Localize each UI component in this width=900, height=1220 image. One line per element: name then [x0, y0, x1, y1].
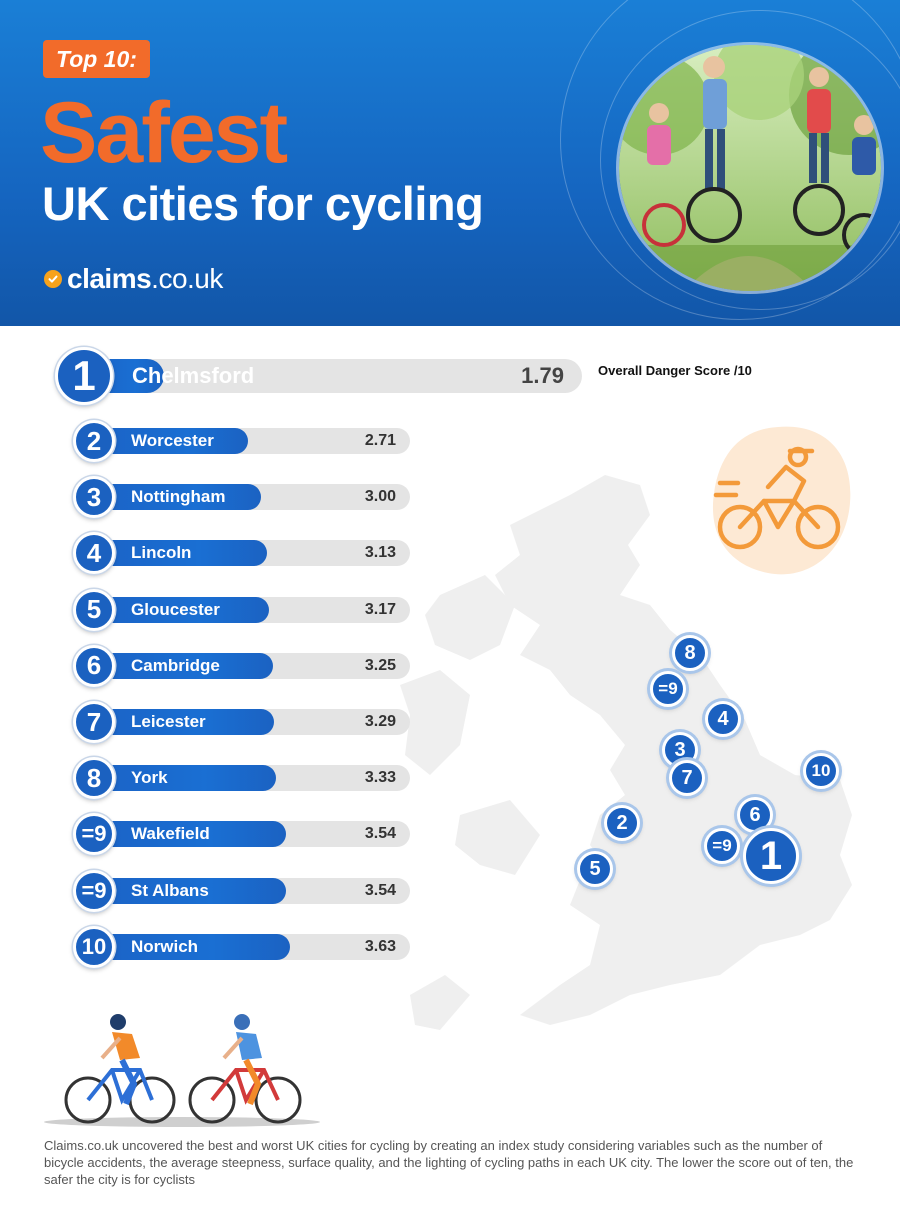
bar-fill: [98, 709, 275, 735]
ranking-row: 2 Worcester 2.71: [0, 420, 620, 462]
bar-fill: [98, 877, 286, 904]
methodology-footnote: Claims.co.uk uncovered the best and wors…: [44, 1138, 854, 1187]
ranking-row: =9 Wakefield 3.54: [0, 813, 620, 856]
score-value: 3.33: [364, 769, 396, 787]
score-value: 3.17: [364, 600, 396, 618]
rank-badge: 4: [73, 532, 115, 575]
ranking-row: 1 Chelmsford 1.79: [0, 347, 620, 405]
bar-fill: [98, 540, 268, 567]
page-title: Safest: [40, 85, 288, 181]
rank-badge: 3: [73, 476, 115, 519]
ranking-row: =9 St Albans 3.54: [0, 869, 620, 912]
city-name: Worcester: [131, 431, 214, 450]
score-value: 1.79: [521, 363, 564, 388]
rank-badge: 2: [73, 420, 115, 462]
score-value: 2.71: [364, 432, 396, 449]
ranking-row: 3 Nottingham 3.00: [0, 476, 620, 519]
brand-name: claims: [67, 263, 152, 294]
bar-fill: [98, 821, 286, 848]
cyclist-icon: [712, 426, 851, 575]
rank-badge: =9: [73, 813, 115, 856]
rank-badge: 6: [73, 644, 115, 687]
city-name: St Albans: [131, 880, 209, 900]
ranking-row: 6 Cambridge 3.25: [0, 644, 620, 687]
bar-fill: [98, 484, 262, 511]
map-marker: 5: [577, 851, 613, 887]
ranking-row: 7 Leicester 3.29: [0, 701, 620, 743]
ranking-row: 5 Gloucester 3.17: [0, 588, 620, 631]
page-subtitle: UK cities for cycling: [42, 177, 484, 230]
city-name: Gloucester: [131, 599, 220, 619]
city-name: Lincoln: [131, 543, 192, 563]
score-value: 3.29: [364, 713, 396, 730]
city-name: Nottingham: [131, 487, 226, 507]
ranking-row: 10 Norwich 3.63: [0, 925, 620, 968]
city-name: Leicester: [131, 712, 206, 731]
header-banner: Top 10: Safest UK cities for cycling cla…: [0, 0, 900, 326]
map-marker: 6: [737, 797, 773, 833]
map-marker: =9: [704, 828, 740, 864]
map-marker: 1: [743, 828, 799, 884]
bar-fill: [98, 596, 269, 623]
score-value: 3.63: [364, 937, 396, 955]
score-value: 3.54: [364, 825, 396, 843]
decorative-ring: [600, 10, 900, 310]
check-icon: [44, 270, 62, 288]
map-marker: 7: [669, 760, 705, 796]
ranking-row: 4 Lincoln 3.13: [0, 532, 620, 575]
bar-track: [92, 359, 582, 393]
map-marker: 8: [672, 635, 708, 671]
map-marker: =9: [650, 671, 686, 707]
family-cycling-photo: [616, 42, 884, 294]
score-axis-label: Overall Danger Score /10: [598, 363, 752, 378]
city-name: Norwich: [131, 936, 199, 956]
ranking-row: 8 York 3.33: [0, 757, 620, 800]
decorative-ring: [560, 0, 900, 320]
top-10-badge: Top 10:: [43, 40, 150, 78]
bar-fill: [98, 765, 277, 792]
score-value: 3.25: [364, 656, 396, 674]
brand-domain: .co.uk: [151, 263, 223, 294]
city-name: York: [131, 768, 168, 788]
rank-badge: 5: [73, 588, 115, 631]
cyclists-illustration: [44, 1014, 320, 1127]
rank-badge: 8: [73, 757, 115, 800]
bar-fill: [98, 933, 290, 960]
city-name: Cambridge: [131, 655, 220, 675]
rank-badge: 7: [73, 701, 115, 743]
rank-badge: 10: [73, 925, 115, 968]
rank-badge: 1: [55, 347, 113, 405]
score-value: 3.54: [364, 881, 396, 899]
bar-fill: [98, 652, 273, 679]
rank-badge: =9: [73, 869, 115, 912]
map-marker: 4: [705, 701, 741, 737]
bar-fill: [98, 428, 248, 454]
brand-logo: claims .co.uk: [44, 262, 223, 296]
score-value: 3.13: [364, 544, 396, 562]
city-name: Chelmsford: [132, 363, 255, 388]
score-value: 3.00: [364, 488, 396, 506]
map-marker: 10: [803, 753, 839, 789]
city-name: Wakefield: [131, 824, 210, 844]
map-marker: 2: [604, 805, 640, 841]
